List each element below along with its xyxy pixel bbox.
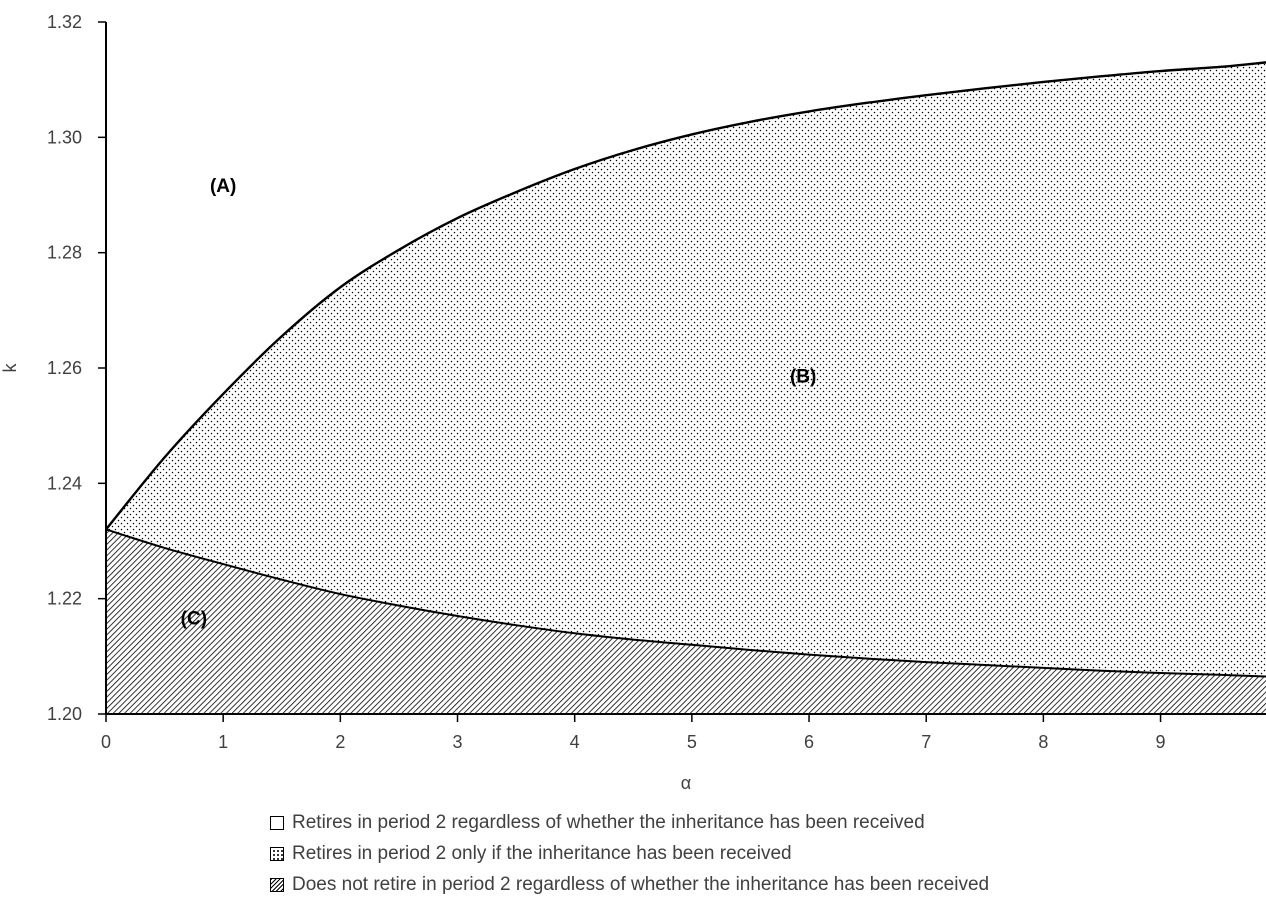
y-tick-label: 1.28 (47, 243, 82, 263)
y-tick-label: 1.24 (47, 473, 82, 493)
legend-label: Does not retire in period 2 regardless o… (292, 874, 990, 895)
x-axis-ticks: 0 1 2 3 4 5 6 7 8 9 (101, 714, 1166, 752)
legend-label: Retires in period 2 only if the inherita… (292, 843, 792, 864)
legend: Retires in period 2 regardless of whethe… (270, 810, 1250, 903)
x-tick-label: 4 (570, 732, 580, 752)
x-tick-label: 8 (1038, 732, 1048, 752)
x-tick-label: 7 (921, 732, 931, 752)
x-tick-label: 1 (218, 732, 228, 752)
region-label: (A) (210, 176, 236, 197)
legend-item-blank: Retires in period 2 regardless of whethe… (270, 810, 1250, 836)
legend-swatch-hatch (270, 878, 284, 892)
y-tick-label: 1.26 (47, 358, 82, 378)
x-tick-label: 6 (804, 732, 814, 752)
legend-item-hatch: Does not retire in period 2 regardless o… (270, 872, 1250, 898)
legend-swatch-blank (270, 816, 284, 830)
upper-boundary-line (105, 61, 1266, 531)
region-labels: (A) (B) (C) (181, 176, 817, 629)
region-label: (B) (790, 366, 816, 387)
x-tick-label: 3 (453, 732, 463, 752)
y-axis-ticks: 1.20 1.22 1.24 1.26 1.28 1.30 1.32 (47, 12, 106, 724)
y-axis-title: k (0, 363, 20, 373)
x-axis-title: α (681, 773, 691, 793)
y-tick-label: 1.20 (47, 704, 82, 724)
y-tick-label: 1.30 (47, 127, 82, 147)
legend-item-dots: Retires in period 2 only if the inherita… (270, 841, 1250, 867)
x-tick-label: 9 (1156, 732, 1166, 752)
region-c-area (106, 529, 1266, 714)
x-tick-label: 5 (687, 732, 697, 752)
legend-swatch-dots (270, 847, 284, 861)
y-tick-label: 1.32 (47, 12, 82, 32)
x-tick-label: 0 (101, 732, 111, 752)
x-tick-label: 2 (335, 732, 345, 752)
region-label: (C) (181, 609, 207, 630)
y-tick-label: 1.22 (47, 589, 82, 609)
legend-label: Retires in period 2 regardless of whethe… (292, 812, 925, 833)
lower-boundary-line (105, 528, 1266, 678)
region-b-area (106, 62, 1266, 677)
